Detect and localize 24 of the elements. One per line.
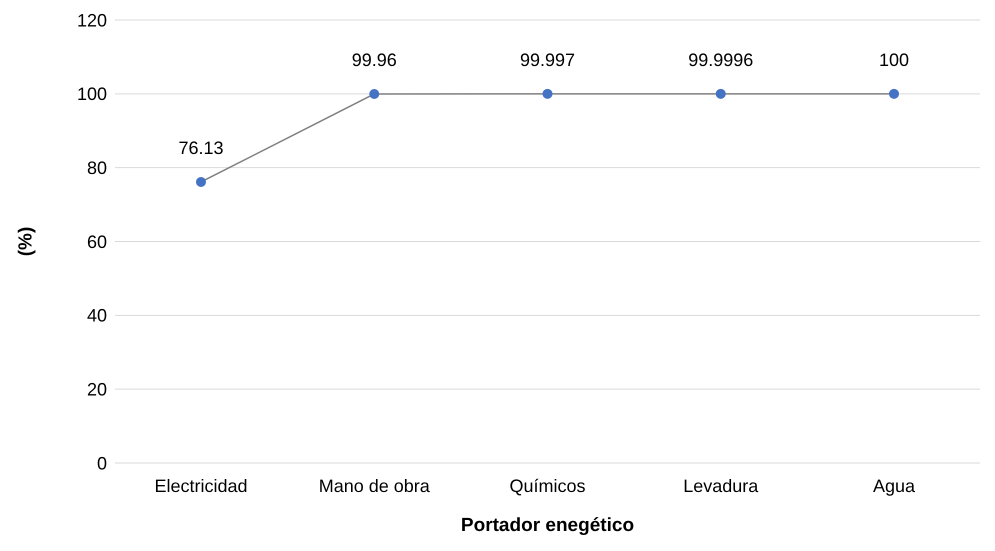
y-tick-label: 20 bbox=[86, 380, 107, 400]
data-label: 76.13 bbox=[178, 138, 224, 158]
y-tick-label: 40 bbox=[86, 306, 107, 326]
x-tick-label: Agua bbox=[872, 476, 916, 496]
point bbox=[369, 88, 380, 99]
data-label: 100 bbox=[878, 50, 910, 70]
x-tick-label: Electricidad bbox=[154, 476, 248, 496]
y-axis-title: (%) bbox=[16, 226, 37, 256]
y-tick-label: 0 bbox=[96, 453, 107, 474]
data-label: 99.997 bbox=[520, 50, 576, 70]
y-tick-label: 120 bbox=[76, 10, 107, 30]
x-tick-label: Levadura bbox=[683, 476, 760, 496]
data-label: 99.9996 bbox=[688, 50, 754, 70]
y-tick-label: 100 bbox=[76, 84, 107, 104]
y-tick-label: 80 bbox=[86, 158, 107, 178]
point bbox=[716, 88, 726, 99]
point bbox=[542, 88, 552, 99]
data-label: 99.96 bbox=[352, 50, 397, 70]
point bbox=[889, 88, 899, 99]
x-axis-title: Portador enegético bbox=[460, 515, 634, 536]
x-tick-label: Químicos bbox=[509, 476, 586, 496]
y-tick-label: 60 bbox=[86, 232, 107, 252]
x-tick-label: Mano de obra bbox=[318, 476, 431, 496]
point bbox=[196, 176, 206, 187]
